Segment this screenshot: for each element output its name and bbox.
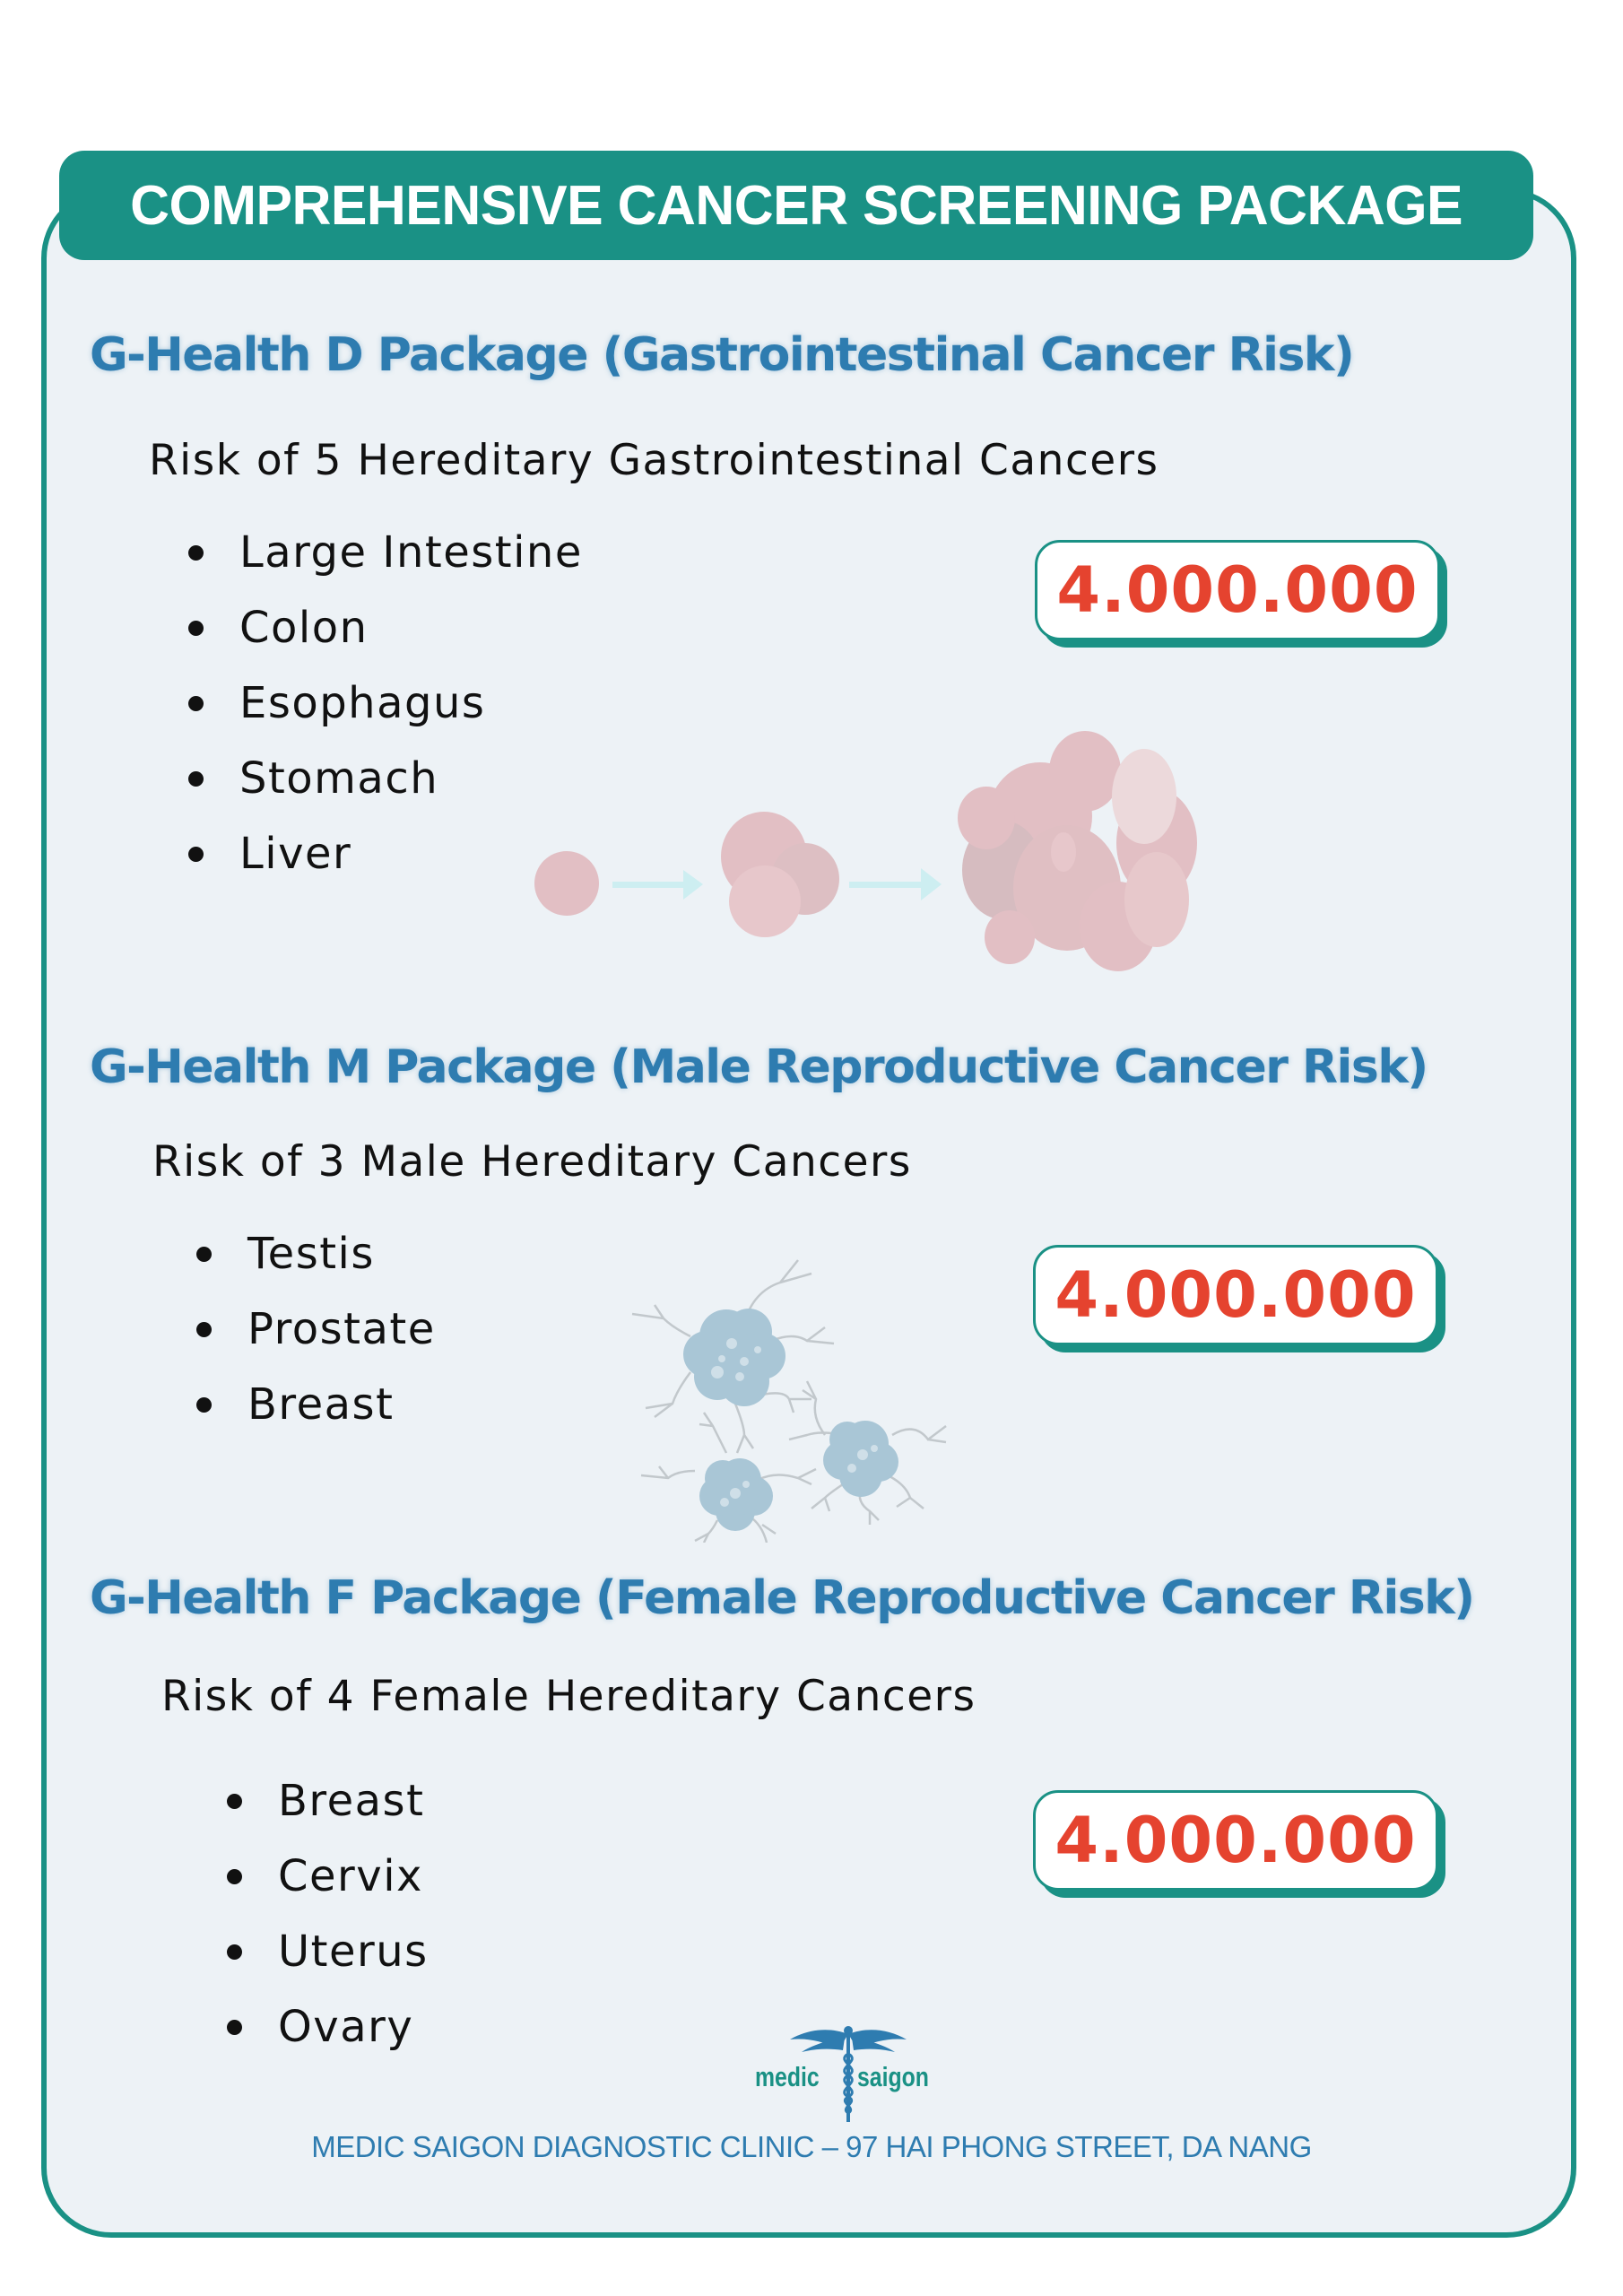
package-m-heading: G-Health M Package (Male Reproductive Ca…: [90, 1040, 1428, 1094]
package-d-price-badge: 4.000.000: [1035, 540, 1440, 640]
package-d-subtitle: Risk of 5 Hereditary Gastrointestinal Ca…: [149, 436, 1159, 485]
price-value: 4.000.000: [1055, 1258, 1417, 1332]
list-item: Liver: [188, 816, 583, 891]
list-item: Esophagus: [188, 665, 583, 741]
bullet-icon: [188, 770, 204, 787]
bullet-icon: [227, 1793, 242, 1809]
package-d-heading: G-Health D Package (Gastrointestinal Can…: [90, 328, 1355, 382]
list-item: Colon: [188, 590, 583, 665]
bullet-icon: [227, 2019, 242, 2035]
logo-text-right: saigon: [857, 2061, 929, 2092]
package-f-price-badge: 4.000.000: [1033, 1790, 1438, 1891]
list-item: Ovary: [227, 1989, 429, 2065]
price-value: 4.000.000: [1055, 1804, 1417, 1877]
list-item: Stomach: [188, 741, 583, 816]
cancer-cells-illustration: [631, 1259, 947, 1543]
bullet-icon: [196, 1321, 212, 1337]
list-item: Prostate: [196, 1292, 436, 1367]
package-m-list: Testis Prostate Breast: [196, 1216, 436, 1442]
title-banner: COMPREHENSIVE CANCER SCREENING PACKAGE: [59, 151, 1533, 260]
medic-saigon-logo: medic saigon: [750, 2018, 938, 2126]
package-d-list: Large Intestine Colon Esophagus Stomach …: [188, 515, 583, 891]
bullet-icon: [227, 1868, 242, 1884]
bullet-icon: [188, 544, 204, 561]
page-title: COMPREHENSIVE CANCER SCREENING PACKAGE: [130, 174, 1462, 237]
list-item: Breast: [227, 1763, 429, 1839]
caduceus-icon: [790, 2026, 907, 2122]
package-f-heading: G-Health F Package (Female Reproductive …: [90, 1571, 1475, 1625]
package-m-subtitle: Risk of 3 Male Hereditary Cancers: [152, 1137, 912, 1187]
package-f-subtitle: Risk of 4 Female Hereditary Cancers: [161, 1672, 976, 1721]
bullet-icon: [188, 846, 204, 862]
tumor-growth-illustration: [534, 731, 1197, 971]
package-card: [41, 188, 1576, 2238]
package-f-list: Breast Cervix Uterus Ovary: [227, 1763, 429, 2065]
logo-text-left: medic: [755, 2061, 820, 2092]
list-item: Cervix: [227, 1839, 429, 1914]
bullet-icon: [196, 1246, 212, 1262]
price-value: 4.000.000: [1056, 553, 1419, 627]
list-item: Uterus: [227, 1914, 429, 1989]
bullet-icon: [196, 1396, 212, 1413]
list-item: Breast: [196, 1367, 436, 1442]
list-item: Large Intestine: [188, 515, 583, 590]
bullet-icon: [188, 620, 204, 636]
list-item: Testis: [196, 1216, 436, 1292]
bullet-icon: [188, 695, 204, 711]
package-m-price-badge: 4.000.000: [1033, 1245, 1438, 1345]
bullet-icon: [227, 1944, 242, 1960]
footer-address: MEDIC SAIGON DIAGNOSTIC CLINIC – 97 HAI …: [311, 2130, 1312, 2163]
